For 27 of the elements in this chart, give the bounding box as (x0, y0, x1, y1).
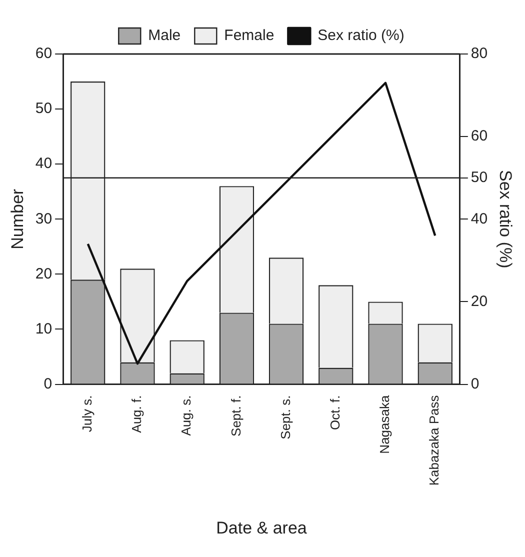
y2-axis-title: Sex ratio (%) (496, 170, 516, 268)
y2-tick-label: 80 (470, 45, 488, 62)
y-axis-title: Number (8, 188, 27, 250)
y2-tick-label: 40 (470, 210, 488, 228)
x-tick-label: Sept. f. (228, 395, 244, 436)
y-tick-label: 50 (35, 100, 52, 118)
y-tick-label: 10 (35, 320, 52, 338)
y-tick-label: 40 (35, 155, 52, 172)
x-tick-label: Nagasaka (377, 394, 392, 454)
x-tick-label: Kabazaka Pass (426, 394, 442, 486)
x-tick-label: Oct. f. (327, 395, 342, 430)
y-tick-label: 30 (35, 210, 52, 228)
y-tick-label: 60 (35, 45, 52, 62)
y2-tick-label: 0 (470, 375, 480, 392)
legend-label: Female (224, 27, 274, 44)
legend-label: Sex ratio (%) (318, 27, 404, 44)
x-axis-title: Date & area (216, 518, 308, 538)
x-tick-label: Sept. s. (278, 395, 293, 440)
y-tick-label: 0 (44, 375, 52, 392)
legend-label: Male (148, 27, 181, 44)
y2-tick-label: 20 (470, 292, 488, 310)
y2-tick-label: 50 (470, 168, 488, 186)
y2-tick-label: 60 (470, 128, 488, 145)
y-tick-label: 20 (35, 265, 52, 282)
x-tick-label: Aug. s. (178, 395, 194, 436)
x-tick-label: Aug. f. (129, 395, 144, 433)
x-tick-label: July s. (79, 395, 94, 432)
